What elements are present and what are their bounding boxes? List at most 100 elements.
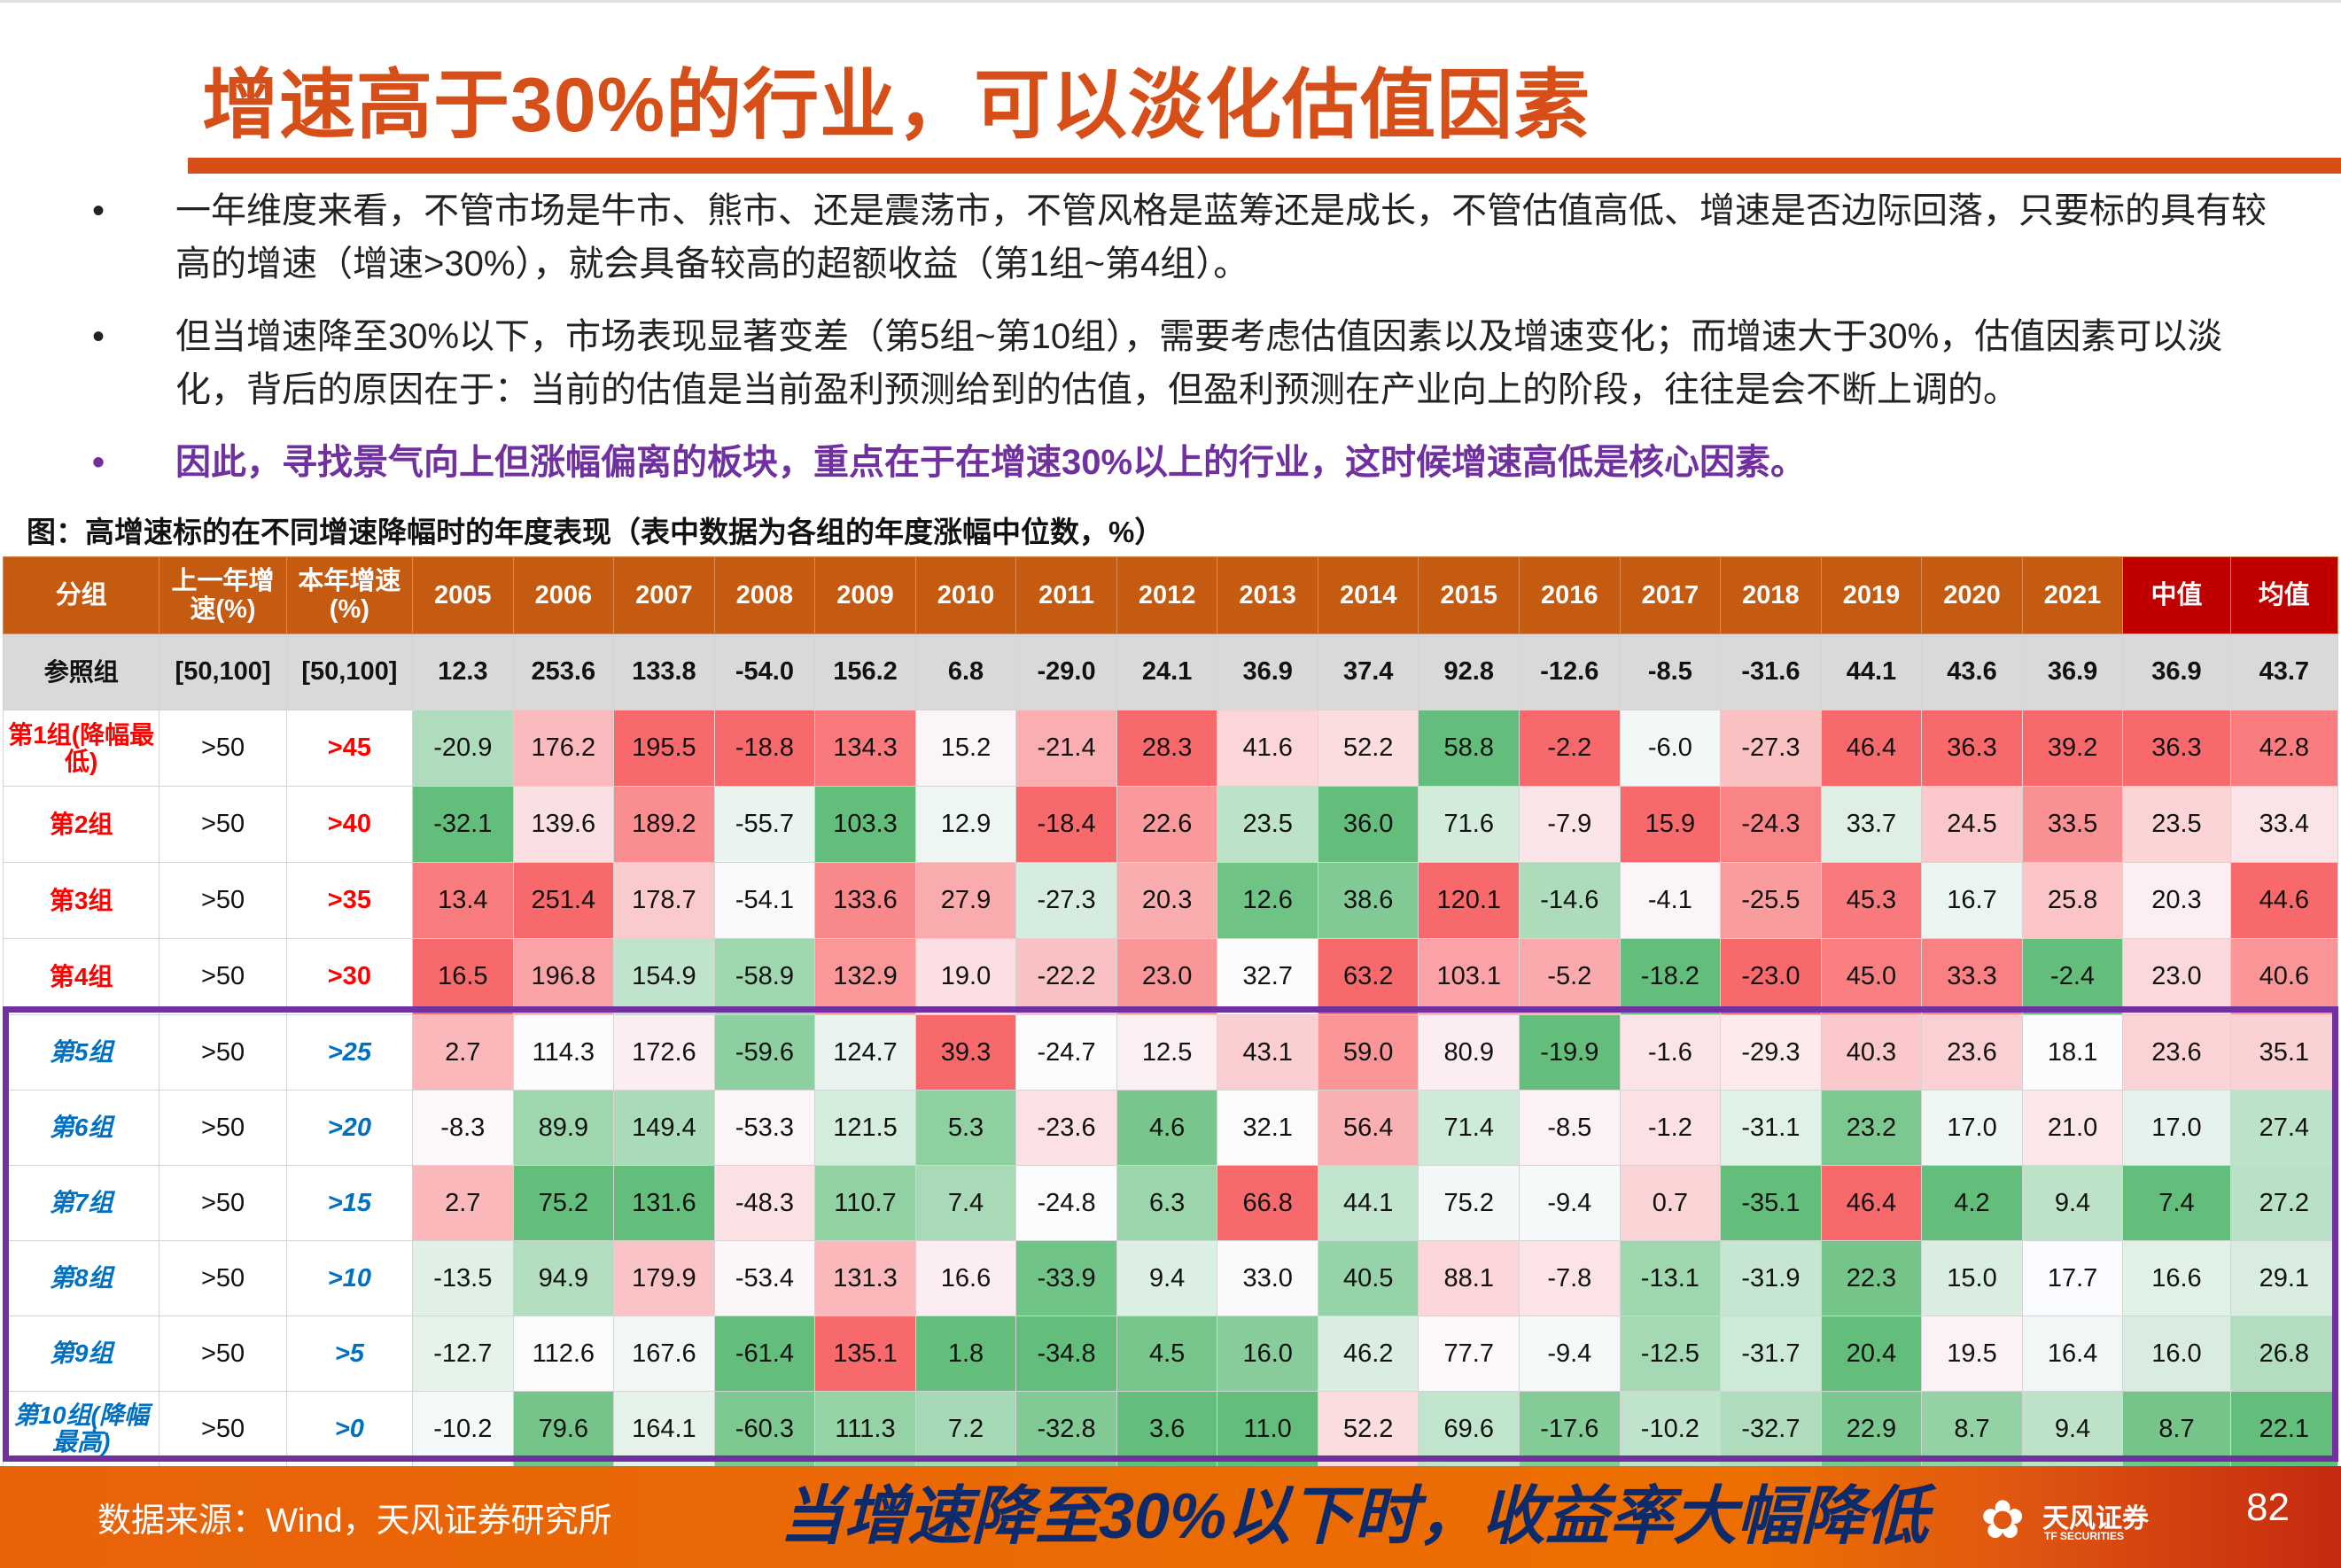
value-cell: 46.4 bbox=[1820, 710, 1923, 787]
mean-cell: 26.8 bbox=[2229, 1316, 2339, 1392]
column-header: 2018 bbox=[1720, 556, 1822, 634]
median-cell: 16.0 bbox=[2122, 1316, 2231, 1392]
table-row: 第5组 >50 >25 2.7 114.3 172.6 -59.6 124.7 39.3 -24.… bbox=[2, 1014, 2339, 1091]
value-cell: 135.1 bbox=[814, 1316, 916, 1392]
bullet-list: • 一年维度来看，不管市场是牛市、熊市、还是震荡市，不管风格是蓝筹还是成长，不管估… bbox=[89, 184, 2286, 508]
value-cell: -29.0 bbox=[1015, 633, 1117, 710]
column-header: 中值 bbox=[2122, 556, 2231, 634]
prev-growth: >50 bbox=[159, 710, 287, 787]
footer: 数据来源：Wind，天风证券研究所 当增速降至30%以下时，收益率大幅降低 ✿ … bbox=[0, 1466, 2341, 1568]
value-cell: 5.3 bbox=[914, 1090, 1017, 1166]
value-cell: 66.8 bbox=[1217, 1165, 1318, 1241]
column-header: 2016 bbox=[1519, 556, 1621, 634]
value-cell: -13.1 bbox=[1619, 1240, 1722, 1316]
mean-cell: 35.1 bbox=[2229, 1014, 2339, 1091]
performance-table: 分组 上一年增速(%) 本年增速(%) 2005 2006 2007 2008 2009 201… bbox=[2, 556, 2339, 1467]
value-cell: 43.6 bbox=[1921, 633, 2023, 710]
value-cell: 16.0 bbox=[1217, 1316, 1318, 1392]
value-cell: -1.6 bbox=[1619, 1014, 1722, 1091]
bullet-text: 因此，寻找景气向上但涨幅偏离的板块，重点在于在增速30%以上的行业，这时候增速高… bbox=[175, 443, 1807, 482]
value-cell: -61.4 bbox=[713, 1316, 816, 1392]
value-cell: -14.6 bbox=[1519, 862, 1621, 939]
top-border bbox=[0, 0, 2341, 3]
value-cell: 46.4 bbox=[1820, 1165, 1923, 1241]
table-caption: 图：高增速标的在不同增速降幅时的年度表现（表中数据为各组的年度涨幅中位数，%） bbox=[27, 516, 1164, 548]
mean-cell: 33.4 bbox=[2229, 786, 2339, 863]
prev-growth: >50 bbox=[159, 1165, 287, 1241]
prev-growth: >50 bbox=[159, 1240, 287, 1316]
bullet-item-emphasis: • 因此，寻找景气向上但涨幅偏离的板块，重点在于在增速30%以上的行业，这时候增速… bbox=[89, 436, 2286, 489]
value-cell: -31.6 bbox=[1720, 633, 1822, 710]
prev-growth: >50 bbox=[159, 862, 287, 939]
value-cell: 40.5 bbox=[1317, 1240, 1419, 1316]
page-number: 82 bbox=[2246, 1486, 2290, 1529]
value-cell: 89.9 bbox=[512, 1090, 615, 1166]
value-cell: 69.6 bbox=[1418, 1391, 1520, 1467]
value-cell: 20.3 bbox=[1116, 862, 1218, 939]
value-cell: 36.9 bbox=[1217, 633, 1318, 710]
value-cell: 179.9 bbox=[613, 1240, 715, 1316]
mean-cell: 40.6 bbox=[2229, 938, 2339, 1015]
value-cell: 23.2 bbox=[1820, 1090, 1923, 1166]
table-row: 第2组 >50 >40 -32.1 139.6 189.2 -55.7 103.3 12.9 -1… bbox=[2, 786, 2339, 863]
value-cell: 7.2 bbox=[914, 1391, 1017, 1467]
value-cell: 120.1 bbox=[1418, 862, 1520, 939]
value-cell: 0.7 bbox=[1619, 1165, 1722, 1241]
value-cell: 46.2 bbox=[1317, 1316, 1419, 1392]
value-cell: 25.8 bbox=[2021, 862, 2124, 939]
table-row: 第10组(降幅最高) >50 >0 -10.2 79.6 164.1 -60.3 111.3 7… bbox=[2, 1391, 2339, 1467]
logo-text-cn: 天风证券 bbox=[2042, 1504, 2149, 1533]
value-cell: -20.9 bbox=[412, 710, 514, 787]
value-cell: -18.8 bbox=[713, 710, 816, 787]
column-header: 2005 bbox=[412, 556, 514, 634]
value-cell: -22.2 bbox=[1015, 938, 1117, 1015]
value-cell: 19.5 bbox=[1921, 1316, 2023, 1392]
group-label: 第7组 bbox=[2, 1165, 160, 1241]
current-growth: >0 bbox=[285, 1391, 414, 1467]
value-cell: 172.6 bbox=[613, 1014, 715, 1091]
group-label: 第5组 bbox=[2, 1014, 160, 1091]
table-row: 第3组 >50 >35 13.4 251.4 178.7 -54.1 133.6 27.9 -27… bbox=[2, 862, 2339, 939]
value-cell: 16.4 bbox=[2021, 1316, 2124, 1392]
value-cell: 38.6 bbox=[1317, 862, 1419, 939]
value-cell: 79.6 bbox=[512, 1391, 615, 1467]
bullet-icon: • bbox=[92, 443, 105, 482]
value-cell: -27.3 bbox=[1015, 862, 1117, 939]
value-cell: -5.2 bbox=[1519, 938, 1621, 1015]
value-cell: 56.4 bbox=[1317, 1090, 1419, 1166]
median-cell: 36.9 bbox=[2122, 633, 2231, 710]
group-label: 第6组 bbox=[2, 1090, 160, 1166]
current-growth: >20 bbox=[285, 1090, 414, 1166]
bullet-item: • 但当增速降至30%以下，市场表现显著变差（第5组~第10组），需要考虑估值因素… bbox=[89, 310, 2286, 416]
value-cell: -7.9 bbox=[1519, 786, 1621, 863]
table-row: 第7组 >50 >15 2.7 75.2 131.6 -48.3 110.7 7.4 -24.8 6… bbox=[2, 1165, 2339, 1241]
table-row: 第6组 >50 >20 -8.3 89.9 149.4 -53.3 121.5 5.3 -23.6… bbox=[2, 1090, 2339, 1166]
reference-row: 参照组 [50,100] [50,100] 12.3 253.6 133.8 -54.0 15… bbox=[2, 633, 2339, 710]
value-cell: -7.8 bbox=[1519, 1240, 1621, 1316]
title-underline bbox=[188, 158, 2341, 174]
group-label: 第8组 bbox=[2, 1240, 160, 1316]
value-cell: -2.4 bbox=[2021, 938, 2124, 1015]
value-cell: 134.3 bbox=[814, 710, 916, 787]
column-header: 2012 bbox=[1116, 556, 1218, 634]
current-growth: >10 bbox=[285, 1240, 414, 1316]
table-row: 第1组(降幅最低) >50 >45 -20.9 176.2 195.5 -18.8 134.3… bbox=[2, 710, 2339, 787]
value-cell: 4.2 bbox=[1921, 1165, 2023, 1241]
mean-cell: 44.6 bbox=[2229, 862, 2339, 939]
value-cell: 176.2 bbox=[512, 710, 615, 787]
value-cell: 39.3 bbox=[914, 1014, 1017, 1091]
value-cell: 16.6 bbox=[914, 1240, 1017, 1316]
company-logo: ✿ 天风证券 TF SECURITIES bbox=[1980, 1491, 2175, 1553]
value-cell: -35.1 bbox=[1720, 1165, 1822, 1241]
value-cell: -9.4 bbox=[1519, 1165, 1621, 1241]
column-header: 均值 bbox=[2229, 556, 2339, 634]
bullet-item: • 一年维度来看，不管市场是牛市、熊市、还是震荡市，不管风格是蓝筹还是成长，不管估… bbox=[89, 184, 2286, 291]
value-cell: 133.6 bbox=[814, 862, 916, 939]
value-cell: -31.7 bbox=[1720, 1316, 1822, 1392]
value-cell: -31.9 bbox=[1720, 1240, 1822, 1316]
value-cell: -6.0 bbox=[1619, 710, 1722, 787]
value-cell: 131.3 bbox=[814, 1240, 916, 1316]
value-cell: -18.2 bbox=[1619, 938, 1722, 1015]
value-cell: 45.3 bbox=[1820, 862, 1923, 939]
value-cell: 167.6 bbox=[613, 1316, 715, 1392]
